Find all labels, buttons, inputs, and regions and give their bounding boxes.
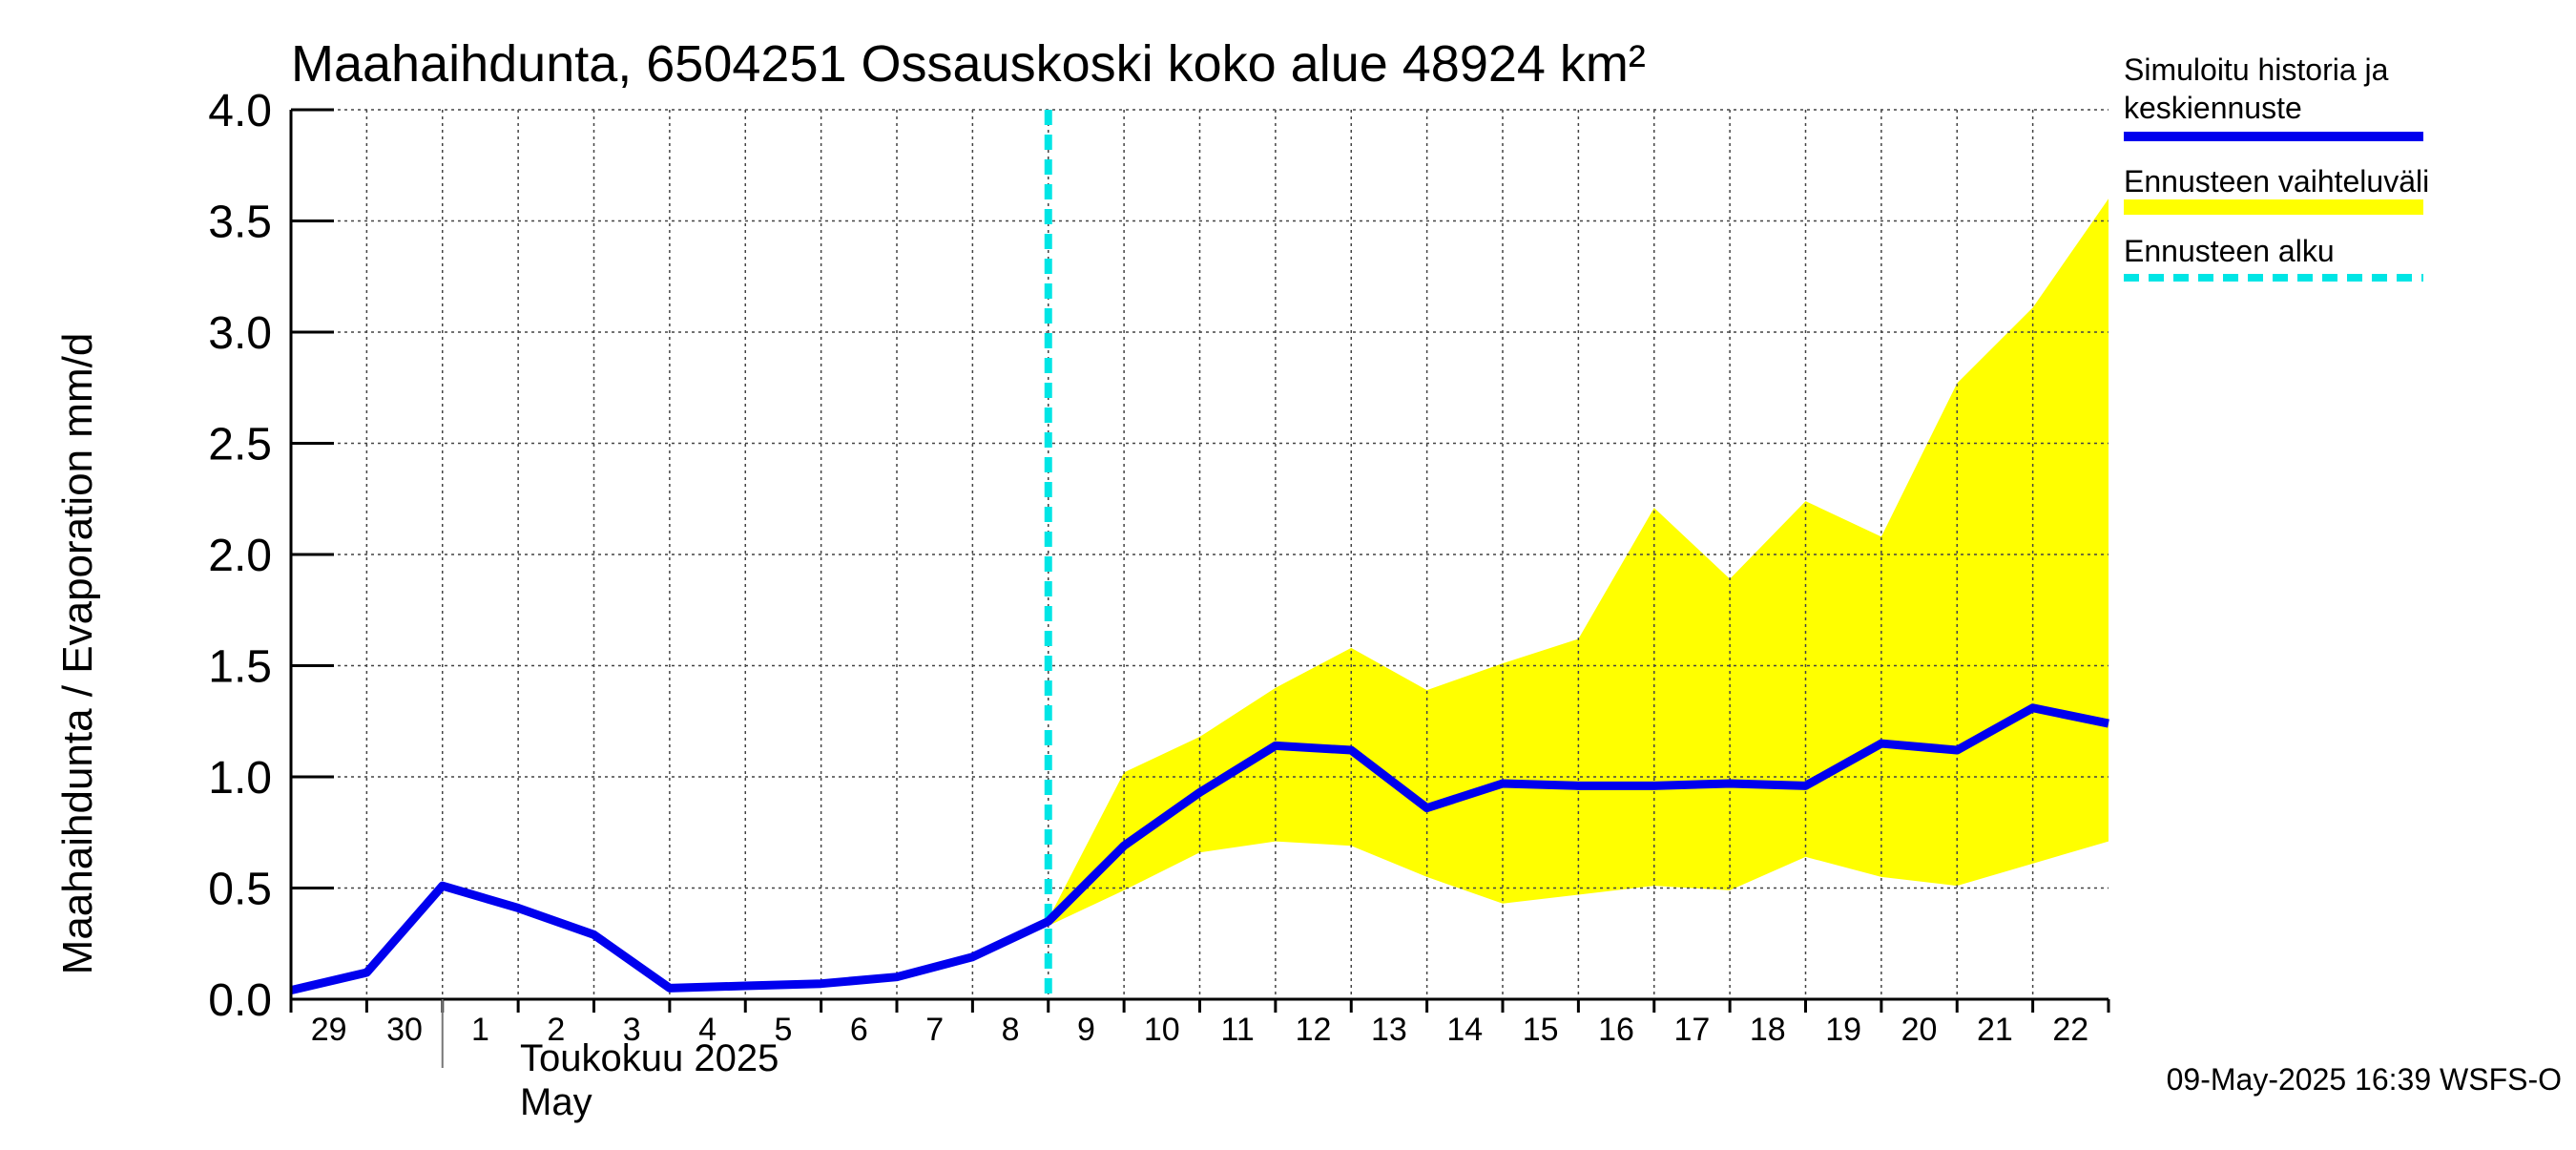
x-tick-label: 16 bbox=[1598, 1012, 1634, 1048]
legend-start-label: Ennusteen alku bbox=[2124, 234, 2335, 268]
forecast-range-band bbox=[1048, 199, 2109, 927]
x-tick-label: 1 bbox=[471, 1012, 489, 1048]
x-tick-label: 10 bbox=[1144, 1012, 1180, 1048]
y-tick-label: 3.5 bbox=[208, 198, 272, 248]
x-tick-label: 4 bbox=[698, 1012, 717, 1048]
x-tick-label: 2 bbox=[547, 1012, 565, 1048]
y-tick-label: 4.0 bbox=[208, 86, 272, 136]
chart-title: Maahaihdunta, 6504251 Ossauskoski koko a… bbox=[291, 35, 1646, 93]
x-tick-label: 20 bbox=[1901, 1012, 1938, 1048]
x-tick-label: 8 bbox=[1002, 1012, 1020, 1048]
x-tick-label: 15 bbox=[1523, 1012, 1559, 1048]
x-tick-label: 30 bbox=[386, 1012, 423, 1048]
x-tick-label: 29 bbox=[311, 1012, 347, 1048]
y-tick-label: 0.0 bbox=[208, 975, 272, 1026]
x-tick-label: 17 bbox=[1674, 1012, 1711, 1048]
y-tick-label: 1.0 bbox=[208, 753, 272, 804]
x-tick-label: 7 bbox=[925, 1012, 944, 1048]
x-tick-label: 14 bbox=[1446, 1012, 1483, 1048]
x-axis-month-en: May bbox=[520, 1081, 592, 1123]
y-axis-label: Maahaihdunta / Evaporation mm/d bbox=[54, 333, 101, 975]
y-tick-label: 3.0 bbox=[208, 308, 272, 359]
y-tick-label: 0.5 bbox=[208, 865, 272, 915]
legend-history-label-2: keskiennuste bbox=[2124, 91, 2302, 125]
footer-timestamp: 09-May-2025 16:39 WSFS-O bbox=[2167, 1062, 2562, 1097]
x-tick-label: 19 bbox=[1825, 1012, 1861, 1048]
y-tick-label: 1.5 bbox=[208, 642, 272, 693]
x-tick-label: 3 bbox=[623, 1012, 641, 1048]
history-forecast-line bbox=[289, 703, 2109, 995]
x-tick-label: 11 bbox=[1221, 1012, 1255, 1048]
x-tick-label: 22 bbox=[2052, 1012, 2088, 1048]
x-axis-month-fi: Toukokuu 2025 bbox=[520, 1037, 779, 1079]
legend-range-label: Ennusteen vaihteluväli bbox=[2124, 164, 2429, 199]
x-tick-label: 12 bbox=[1296, 1012, 1332, 1048]
legend-history-label-1: Simuloitu historia ja bbox=[2124, 52, 2389, 87]
x-tick-label: 9 bbox=[1077, 1012, 1095, 1048]
y-tick-label: 2.5 bbox=[208, 420, 272, 470]
x-tick-label: 18 bbox=[1750, 1012, 1786, 1048]
x-tick-label: 5 bbox=[774, 1012, 792, 1048]
x-tick-label: 21 bbox=[1977, 1012, 2013, 1048]
x-tick-label: 6 bbox=[850, 1012, 868, 1048]
y-tick-label: 2.0 bbox=[208, 531, 272, 581]
x-tick-label: 13 bbox=[1371, 1012, 1407, 1048]
